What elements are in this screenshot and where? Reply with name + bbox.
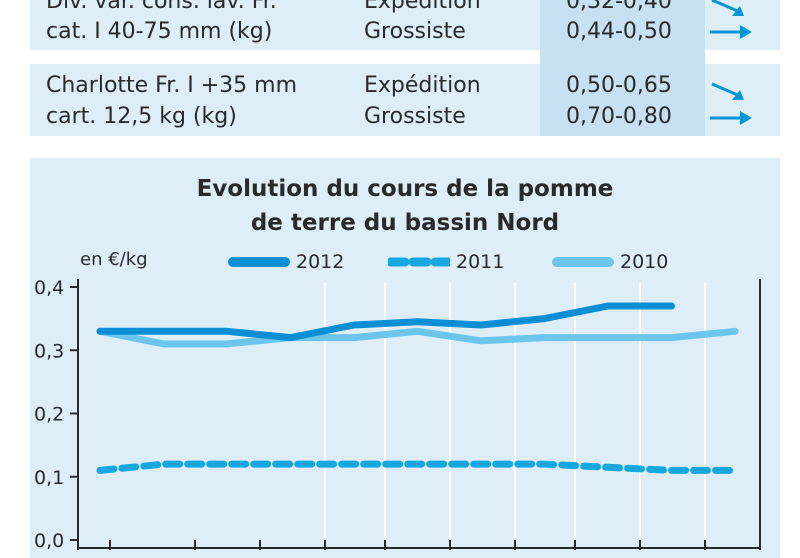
market-stage: Expédition (364, 73, 481, 98)
product-name: Div. var. cons. lav. Fr. (46, 0, 277, 14)
legend-label-2010: 2010 (620, 251, 669, 273)
price-range: 0,32-0,40 (566, 0, 672, 14)
y-tick-label: 0,0 (34, 530, 64, 550)
trend-down-icon (706, 0, 756, 22)
legend-item-2011: 2011 (388, 248, 504, 276)
legend-label-2012: 2012 (296, 251, 345, 273)
legend-swatch-2012 (228, 257, 290, 267)
y-tick-label: 0,3 (34, 340, 64, 362)
series-line-2012 (96, 302, 675, 342)
product-grade: cat. I 40-75 mm (kg) (46, 19, 273, 44)
chart-title: Evolution du cours de la pomme (196, 176, 614, 202)
chart-panel (30, 158, 780, 558)
price-range: 0,50-0,65 (566, 73, 672, 98)
market-stage: Grossiste (364, 19, 466, 44)
legend-label-2011: 2011 (456, 251, 505, 273)
chart-title-line2: de terre du bassin Nord (250, 210, 560, 236)
product-grade: cart. 12,5 kg (kg) (46, 104, 237, 129)
trend-stable-icon (706, 104, 756, 132)
legend-item-2010: 2010 (552, 248, 668, 276)
trend-down-icon (706, 78, 756, 106)
legend-swatch-2011 (388, 257, 450, 267)
y-tick-label: 0,1 (34, 467, 64, 489)
series-line-2011 (96, 460, 739, 474)
product-name: Charlotte Fr. I +35 mm (46, 73, 298, 98)
legend-swatch-2010 (552, 257, 614, 267)
y-tick-label: 0,4 (34, 277, 64, 299)
price-range: 0,44-0,50 (566, 19, 672, 44)
trend-stable-icon (706, 18, 756, 46)
y-axis-unit-label: en €/kg (80, 249, 148, 270)
series-line-2010 (96, 327, 739, 348)
market-stage: Expédition (364, 0, 481, 14)
legend-item-2012: 2012 (228, 248, 344, 276)
market-stage: Grossiste (364, 104, 466, 129)
y-tick-label: 0,2 (34, 404, 64, 426)
price-column-bg (540, 0, 705, 136)
price-range: 0,70-0,80 (566, 104, 672, 129)
